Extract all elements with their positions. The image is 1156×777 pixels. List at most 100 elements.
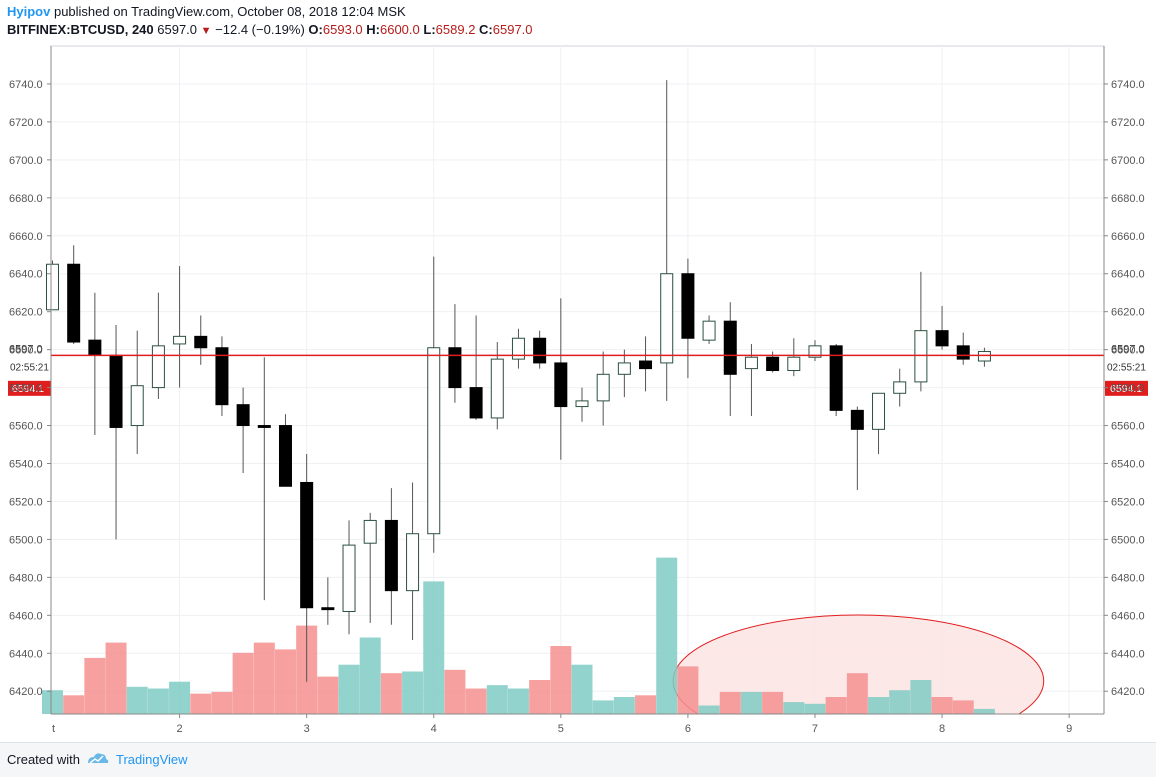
marker-price-label-right: 6594.1 xyxy=(1110,383,1142,395)
candle-body xyxy=(575,400,589,408)
x-tick-label: 2 xyxy=(177,723,183,735)
marker-price-label-left: 6594.1 xyxy=(12,383,44,395)
candle-layer xyxy=(46,80,991,682)
y-tick-label-left: 6640.0 xyxy=(9,269,43,281)
volume-bar xyxy=(169,681,191,714)
volume-bar xyxy=(889,690,911,714)
current-price-label-left: 6597.0 xyxy=(9,343,43,355)
candle-body xyxy=(427,347,441,535)
volume-bar xyxy=(486,685,508,714)
y-tick-label-right: 6740.0 xyxy=(1111,79,1145,91)
symbol-label: BITFINEX:BTCUSD, 240 xyxy=(7,22,154,37)
plot-frame xyxy=(50,45,1105,715)
y-tick-label-right: 6560.0 xyxy=(1111,421,1145,433)
y-tick-label-right: 6620.0 xyxy=(1111,307,1145,319)
symbol-line: BITFINEX:BTCUSD, 240 6597.0 ▼ −12.4 (−0.… xyxy=(7,22,533,37)
candle-body xyxy=(88,339,102,356)
marker-price-tag-left xyxy=(8,380,51,396)
tradingview-brand-link[interactable]: TradingView xyxy=(86,751,188,767)
y-tick-label-right: 6700.0 xyxy=(1111,155,1145,167)
candle-body xyxy=(215,347,229,406)
candlestick-chart[interactable]: 6597.0 02:55:21 6594.1 6597.0 02:55:21 6594.1… xyxy=(0,0,1156,742)
volume-bar xyxy=(550,646,572,714)
high-label: H: xyxy=(366,22,380,37)
volume-bar xyxy=(507,688,529,714)
x-tick-label: 7 xyxy=(812,723,818,735)
volume-bar xyxy=(952,700,974,714)
y-tick-label-right: 6680.0 xyxy=(1111,193,1145,205)
last-price: 6597.0 xyxy=(157,22,198,37)
countdown-label-left: 02:55:21 xyxy=(10,362,49,373)
volume-bar xyxy=(423,581,445,714)
y-tick-label-left: 6460.0 xyxy=(9,610,43,622)
y-tick-label-left: 6440.0 xyxy=(9,648,43,660)
y-tick-label-right: 6720.0 xyxy=(1111,117,1145,129)
close-value: 6597.0 xyxy=(492,22,533,37)
volume-bar xyxy=(529,680,551,714)
y-tick-label-right: 6440.0 xyxy=(1111,648,1145,660)
price-change: −12.4 (−0.19%) xyxy=(215,22,305,37)
candle-body xyxy=(109,354,123,428)
y-tick-label-left: 6620.0 xyxy=(9,307,43,319)
y-tick-label-left: 6720.0 xyxy=(9,117,43,129)
y-tick-label-left: 6500.0 xyxy=(9,534,43,546)
y-tick-label-left: 6680.0 xyxy=(9,193,43,205)
candle-body xyxy=(702,320,716,341)
y-tick-label-right: 6500.0 xyxy=(1111,534,1145,546)
y-tick-label-right: 6600.0 xyxy=(1111,345,1145,357)
x-tick-label: t xyxy=(52,723,55,735)
volume-bar xyxy=(147,688,169,714)
volume-bar xyxy=(84,657,106,714)
candle-body xyxy=(977,351,991,362)
publish-line: Hyipov published on TradingView.com, Oct… xyxy=(7,4,406,19)
candle-body xyxy=(639,360,653,370)
chart-header: Hyipov published on TradingView.com, Oct… xyxy=(0,0,1156,42)
candle-body xyxy=(850,409,864,430)
candle-body xyxy=(681,273,695,339)
low-label: L: xyxy=(423,22,436,37)
volume-bar xyxy=(804,703,826,714)
candle-body xyxy=(872,392,886,430)
y-tick-label-left: 6660.0 xyxy=(9,231,43,243)
close-label: C: xyxy=(479,22,493,37)
candle-body xyxy=(67,263,81,343)
candle-body xyxy=(490,358,504,419)
x-tick-label: 4 xyxy=(431,723,437,735)
axes: 6740.0 6740.0 6720.0 6720.0 6700.0 6700.0 6680… xyxy=(9,46,1145,735)
volume-bar xyxy=(635,695,657,714)
y-tick-label-left: 6580.0 xyxy=(9,383,43,395)
volume-bar xyxy=(105,642,127,714)
volume-bar xyxy=(846,673,868,714)
volume-bar xyxy=(465,688,487,714)
x-tick-label: 5 xyxy=(558,723,564,735)
volume-bar xyxy=(63,695,85,714)
volume-bar xyxy=(677,666,699,714)
volume-bar xyxy=(274,649,296,714)
y-tick-label-left: 6740.0 xyxy=(9,79,43,91)
volume-bar xyxy=(656,557,678,714)
volume-bar xyxy=(719,691,741,714)
change-down-icon: ▼ xyxy=(200,25,212,37)
candle-body xyxy=(278,425,292,487)
candle-body xyxy=(448,347,462,389)
candle-body xyxy=(236,404,250,427)
volume-bar xyxy=(317,676,339,714)
x-tick-label: 8 xyxy=(939,723,945,735)
candle-body xyxy=(511,337,525,360)
tradingview-logo-icon xyxy=(88,753,109,764)
volume-bar xyxy=(592,700,614,714)
volume-bar xyxy=(762,691,784,714)
candle-body xyxy=(469,387,483,419)
candle-body xyxy=(300,481,314,609)
y-tick-label-left: 6540.0 xyxy=(9,459,43,471)
author-link[interactable]: Hyipov xyxy=(7,4,51,19)
y-tick-label-left: 6700.0 xyxy=(9,155,43,167)
y-tick-label-right: 6460.0 xyxy=(1111,610,1145,622)
y-tick-label-right: 6420.0 xyxy=(1111,686,1145,698)
y-tick-label-left: 6600.0 xyxy=(9,345,43,357)
candle-body xyxy=(173,335,187,345)
volume-bar xyxy=(42,690,63,714)
y-tick-label-left: 6520.0 xyxy=(9,496,43,508)
volume-bar xyxy=(825,697,847,714)
volume-bar xyxy=(931,697,953,714)
